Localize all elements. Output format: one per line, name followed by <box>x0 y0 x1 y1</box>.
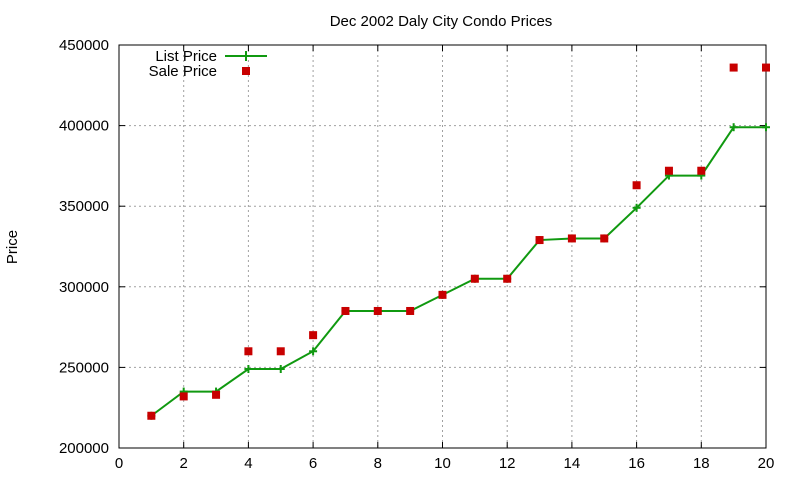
list-price-point <box>244 365 253 374</box>
y-tick-label: 300000 <box>59 279 109 296</box>
series <box>147 63 770 420</box>
sale-price-point <box>567 234 576 243</box>
list-price-point <box>309 347 318 356</box>
sale-price-point <box>762 63 770 72</box>
y-tick-label: 400000 <box>59 118 109 135</box>
chart-title: Dec 2002 Daly City Condo Prices <box>330 13 553 30</box>
y-tick-label: 200000 <box>59 440 109 457</box>
sale-price-point <box>600 234 609 243</box>
x-tick-label: 12 <box>499 455 516 472</box>
legend-swatch-sale-price <box>242 67 250 75</box>
sale-price-point <box>535 236 544 245</box>
sale-price-point <box>276 347 285 356</box>
legend-swatch-list-price-marker <box>241 51 251 61</box>
x-tick-label: 20 <box>758 455 775 472</box>
list-price-point <box>276 365 285 374</box>
sale-price-point <box>244 347 253 356</box>
list-price-point <box>729 123 738 132</box>
sale-price-point <box>438 290 447 299</box>
list-price-line <box>150 126 766 417</box>
grid <box>119 45 766 448</box>
list-price-point <box>632 203 641 212</box>
y-tick-label: 450000 <box>59 37 109 54</box>
x-tick-label: 0 <box>115 455 123 472</box>
sale-price-point <box>179 392 188 401</box>
sale-price-point <box>503 274 512 283</box>
x-tick-label: 8 <box>374 455 382 472</box>
sale-price-point <box>147 411 156 420</box>
sale-price-point <box>697 166 706 175</box>
y-tick-label: 350000 <box>59 198 109 215</box>
x-tick-label: 16 <box>628 455 645 472</box>
sale-price-point <box>309 331 318 340</box>
sale-price-point <box>729 63 738 72</box>
plot-frame <box>118 44 767 449</box>
legend-label-list-price: List Price <box>155 48 217 65</box>
sale-price-point <box>470 274 479 283</box>
sale-price-point <box>373 306 382 315</box>
x-tick-label: 10 <box>434 455 451 472</box>
x-tick-label: 18 <box>693 455 710 472</box>
x-tick-label: 6 <box>309 455 317 472</box>
x-tick-label: 14 <box>564 455 581 472</box>
list-price-point <box>762 123 770 132</box>
sale-price-point <box>212 390 221 399</box>
sale-price-point <box>406 306 415 315</box>
series-sale-price <box>147 63 770 420</box>
legend: List Price Sale Price <box>149 48 267 80</box>
axis-ticks: 0 2 4 6 8 10 12 14 16 18 20 200000 250000 300000 35000… <box>59 37 774 472</box>
series-list-price <box>147 123 770 420</box>
y-tick-label: 250000 <box>59 359 109 376</box>
sale-price-point <box>341 306 350 315</box>
legend-label-sale-price: Sale Price <box>149 63 217 80</box>
x-tick-label: 2 <box>180 455 188 472</box>
y-axis-label: Price <box>4 230 21 264</box>
sale-price-point <box>664 166 673 175</box>
sale-price-point <box>632 181 641 190</box>
x-tick-label: 4 <box>244 455 252 472</box>
